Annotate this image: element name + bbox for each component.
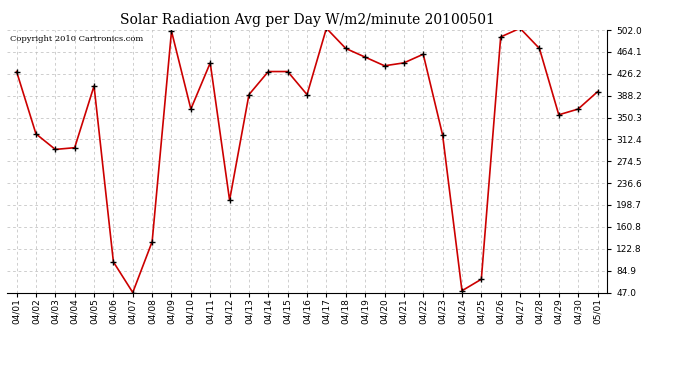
Text: Copyright 2010 Cartronics.com: Copyright 2010 Cartronics.com bbox=[10, 35, 143, 43]
Title: Solar Radiation Avg per Day W/m2/minute 20100501: Solar Radiation Avg per Day W/m2/minute … bbox=[119, 13, 495, 27]
